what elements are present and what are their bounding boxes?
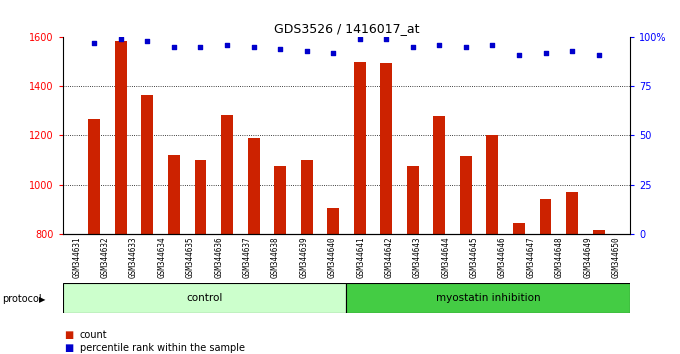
Point xyxy=(248,44,259,50)
Bar xyxy=(346,283,630,313)
Text: ■: ■ xyxy=(65,330,74,339)
Bar xyxy=(539,199,551,234)
Bar xyxy=(407,166,419,234)
Point xyxy=(513,52,524,58)
Text: GSM344632: GSM344632 xyxy=(101,236,109,278)
Point xyxy=(460,44,471,50)
Point xyxy=(487,42,498,48)
Text: protocol: protocol xyxy=(2,294,41,304)
Bar xyxy=(592,230,605,234)
Bar xyxy=(274,166,286,234)
Text: GSM344640: GSM344640 xyxy=(328,236,337,278)
Point xyxy=(407,44,418,50)
Bar xyxy=(63,283,346,313)
Text: GSM344646: GSM344646 xyxy=(498,236,507,278)
Bar xyxy=(168,155,180,234)
Text: count: count xyxy=(80,330,107,339)
Text: GSM344639: GSM344639 xyxy=(299,236,308,278)
Text: GSM344647: GSM344647 xyxy=(526,236,535,278)
Point xyxy=(593,52,604,58)
Bar xyxy=(566,192,578,234)
Text: GSM344642: GSM344642 xyxy=(385,236,394,278)
Point xyxy=(354,36,365,42)
Text: GSM344633: GSM344633 xyxy=(129,236,138,278)
Text: GSM344636: GSM344636 xyxy=(214,236,223,278)
Text: percentile rank within the sample: percentile rank within the sample xyxy=(80,343,245,353)
Bar xyxy=(513,223,525,234)
Bar xyxy=(141,95,154,234)
Point xyxy=(222,42,233,48)
Point xyxy=(381,36,392,42)
Point xyxy=(434,42,445,48)
Text: GSM344643: GSM344643 xyxy=(413,236,422,278)
Point xyxy=(328,50,339,56)
Text: GSM344644: GSM344644 xyxy=(441,236,450,278)
Bar xyxy=(380,63,392,234)
Text: GSM344641: GSM344641 xyxy=(356,236,365,278)
Bar xyxy=(248,138,260,234)
Text: myostatin inhibition: myostatin inhibition xyxy=(436,293,541,303)
Point xyxy=(540,50,551,56)
Text: ▶: ▶ xyxy=(39,295,46,304)
Bar xyxy=(115,41,127,234)
Bar xyxy=(354,62,366,234)
Point xyxy=(142,38,153,44)
Bar xyxy=(486,135,498,234)
Point xyxy=(116,36,126,42)
Bar xyxy=(433,116,445,234)
Text: GSM344638: GSM344638 xyxy=(271,236,280,278)
Text: GSM344631: GSM344631 xyxy=(72,236,81,278)
Text: GSM344635: GSM344635 xyxy=(186,236,194,278)
Text: control: control xyxy=(186,293,222,303)
Text: GSM344637: GSM344637 xyxy=(243,236,252,278)
Text: GSM344645: GSM344645 xyxy=(470,236,479,278)
Title: GDS3526 / 1416017_at: GDS3526 / 1416017_at xyxy=(274,22,419,35)
Bar xyxy=(221,115,233,234)
Text: GSM344648: GSM344648 xyxy=(555,236,564,278)
Point xyxy=(195,44,206,50)
Bar xyxy=(327,208,339,234)
Point xyxy=(301,48,312,54)
Point xyxy=(566,48,577,54)
Bar xyxy=(460,156,472,234)
Bar xyxy=(301,160,313,234)
Text: GSM344649: GSM344649 xyxy=(583,236,592,278)
Point xyxy=(275,46,286,52)
Text: GSM344650: GSM344650 xyxy=(612,236,621,278)
Point xyxy=(169,44,180,50)
Bar xyxy=(88,119,101,234)
Text: GSM344634: GSM344634 xyxy=(158,236,167,278)
Text: ■: ■ xyxy=(65,343,74,353)
Point xyxy=(89,40,100,46)
Bar xyxy=(194,160,207,234)
